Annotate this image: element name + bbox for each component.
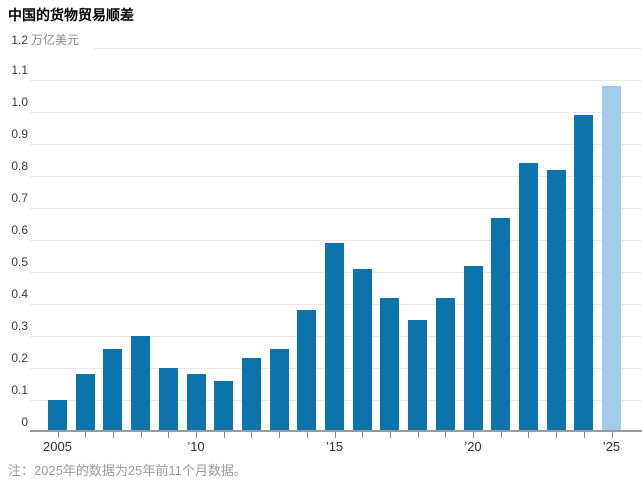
bar-2008 — [131, 336, 151, 432]
y-axis-label-0.7: 0.7 — [11, 191, 28, 205]
gridline-0.6 — [30, 240, 642, 241]
x-tick-2014 — [306, 432, 308, 438]
y-axis-unit-label: 万亿美元 — [31, 33, 80, 47]
y-axis-label-0.6: 0.6 — [11, 223, 28, 237]
bar-2010 — [186, 374, 206, 432]
y-axis-label-0.3: 0.3 — [11, 319, 28, 333]
bar-2011 — [214, 380, 234, 432]
bar-2021 — [491, 217, 511, 432]
x-tick-2018 — [417, 432, 419, 438]
x-tick-2013 — [279, 432, 281, 438]
x-tick-2015 — [334, 432, 336, 438]
bar-2019 — [435, 297, 455, 432]
x-tick-2016 — [362, 432, 364, 438]
x-axis-label-2020: ’20 — [464, 439, 482, 454]
bar-2007 — [103, 348, 123, 432]
x-tick-2006 — [85, 432, 87, 438]
bar-2018 — [408, 320, 428, 432]
x-tick-2019 — [445, 432, 447, 438]
y-axis-top-tick-label: 1.2 — [11, 33, 28, 47]
y-axis-label-1.1: 1.1 — [11, 63, 28, 77]
y-axis-label-1.0: 1.0 — [11, 95, 28, 109]
gridline-0.9 — [30, 144, 642, 145]
gridline-1.2 — [94, 48, 642, 49]
bar-2012 — [241, 358, 261, 432]
x-tick-2007 — [112, 432, 114, 438]
x-tick-2005 — [57, 432, 59, 438]
chart-title: 中国的货物贸易顺差 — [8, 7, 134, 23]
bar-2023 — [546, 169, 566, 432]
bar-2006 — [75, 374, 95, 432]
gridline-1.0 — [30, 112, 642, 113]
y-axis-label-0.8: 0.8 — [11, 159, 28, 173]
y-axis-label-0.2: 0.2 — [11, 351, 28, 365]
y-axis-label-0.1: 0.1 — [11, 383, 28, 397]
x-tick-2017 — [389, 432, 391, 438]
x-tick-2022 — [528, 432, 530, 438]
x-tick-2010 — [196, 432, 197, 438]
x-tick-2008 — [140, 432, 142, 438]
y-axis-label-0.9: 0.9 — [11, 127, 28, 141]
x-axis-label-2015: ’15 — [325, 439, 344, 454]
y-axis-unit-row: 1.2 万亿美元 — [0, 31, 80, 47]
footnote: 注：2025年的数据为25年前11个月数据。 — [8, 463, 247, 478]
y-axis-label-0.5: 0.5 — [11, 255, 28, 269]
x-axis-label-2010: ’10 — [187, 439, 205, 454]
x-axis-label-2025: ’25 — [602, 439, 621, 454]
bar-2005 — [48, 400, 67, 432]
x-tick-2011 — [223, 432, 225, 438]
bar-2022 — [518, 163, 538, 432]
bar-2024 — [574, 115, 594, 432]
x-tick-2021 — [500, 432, 502, 438]
bar-2009 — [158, 368, 178, 432]
x-tick-2009 — [168, 432, 170, 438]
x-axis-label-2005: 2005 — [43, 439, 72, 454]
x-tick-2023 — [556, 432, 558, 438]
bar-2016 — [352, 268, 372, 432]
bar-2014 — [297, 310, 317, 432]
x-axis-line — [30, 430, 642, 432]
bar-2025 — [602, 86, 621, 432]
x-tick-2025 — [611, 432, 613, 438]
gridline-0.8 — [30, 176, 642, 177]
bar-2015 — [325, 243, 344, 432]
x-tick-2012 — [251, 432, 253, 438]
y-axis-label-0.4: 0.4 — [11, 287, 28, 301]
gridline-0.7 — [30, 208, 642, 209]
gridline-1.1 — [30, 80, 642, 81]
x-tick-2020 — [473, 432, 474, 438]
y-axis-label-0: 0 — [21, 415, 28, 429]
bar-2017 — [380, 297, 400, 432]
bar-2013 — [269, 348, 289, 432]
x-tick-2024 — [583, 432, 585, 438]
bar-2020 — [463, 265, 483, 432]
